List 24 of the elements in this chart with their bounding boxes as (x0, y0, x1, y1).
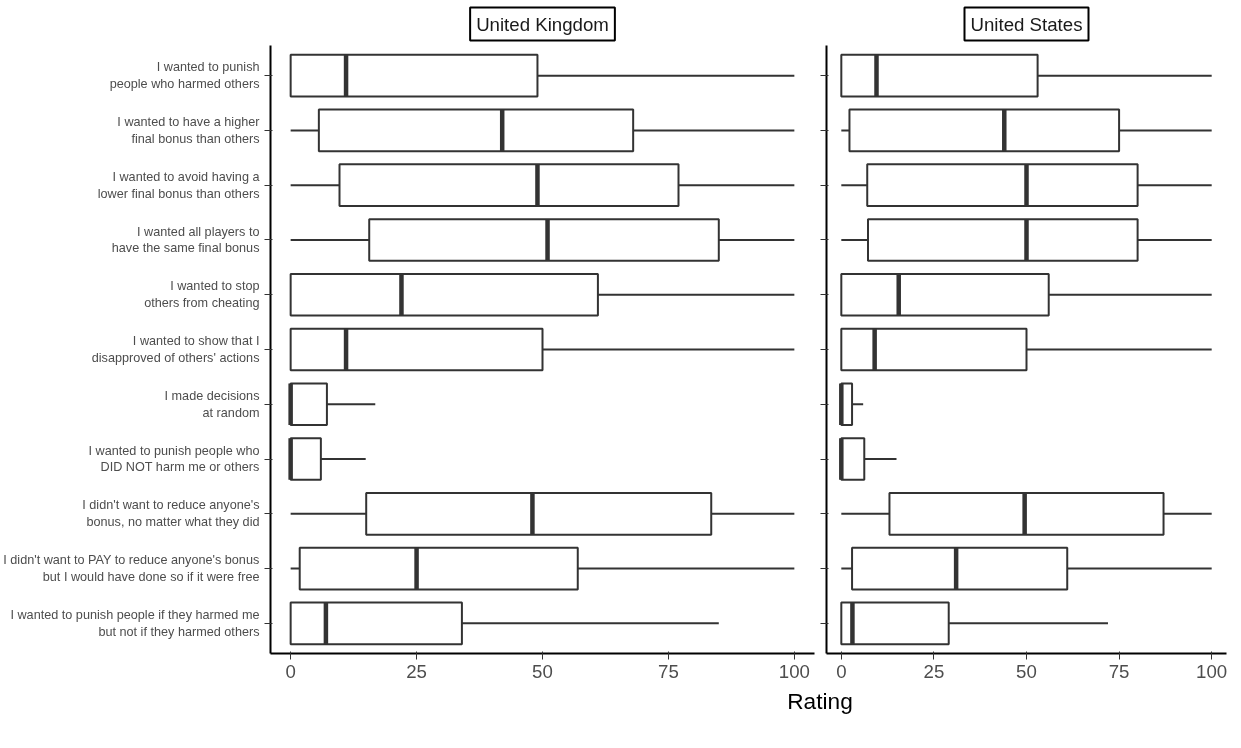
chart-title: United Kingdom (476, 13, 609, 35)
x-tick-label: 75 (1108, 660, 1130, 682)
x-tick-label: 0 (836, 660, 847, 682)
x-tick-label: 100 (778, 660, 810, 682)
x-tick-label: 25 (406, 660, 427, 682)
x-tick-label: 50 (532, 660, 553, 682)
x-tick-label: 100 (1196, 660, 1228, 682)
y-tick-label: I didn't want to reduce anyone's bonus, no matter what they did (82, 498, 260, 530)
x-tick-label: 50 (1016, 660, 1037, 682)
y-tick-label: I made decisions at random (164, 388, 260, 420)
x-tick-label: 0 (285, 660, 296, 682)
y-tick-label: I wanted to punish people if they harmed me but not if they harmed others (10, 607, 260, 639)
y-tick-label: I wanted to stop others from cheating (144, 279, 260, 311)
chart-title: United States (970, 13, 1083, 35)
y-tick-label: I wanted to have a higher final bonus than others (117, 115, 260, 146)
y-tick-label: I wanted all players to have the same final bonus (111, 224, 260, 256)
y-tick-label: I didn't want to PAY to reduce anyone's bonus but I would have done so if it were free (3, 553, 260, 584)
y-tick-label: I wanted to punish people who DID NOT harm me or others (88, 443, 260, 475)
x-tick-label: 25 (923, 660, 945, 682)
y-tick-label: I wanted to avoid having a lower final bonus than others (97, 169, 261, 201)
x-axis-title: Rating (787, 687, 853, 716)
x-tick-label: 75 (658, 660, 679, 682)
y-tick-label: I wanted to show that I disapproved of others' actions (91, 334, 260, 365)
y-tick-label: I wanted to punish people who harmed others (109, 60, 260, 92)
